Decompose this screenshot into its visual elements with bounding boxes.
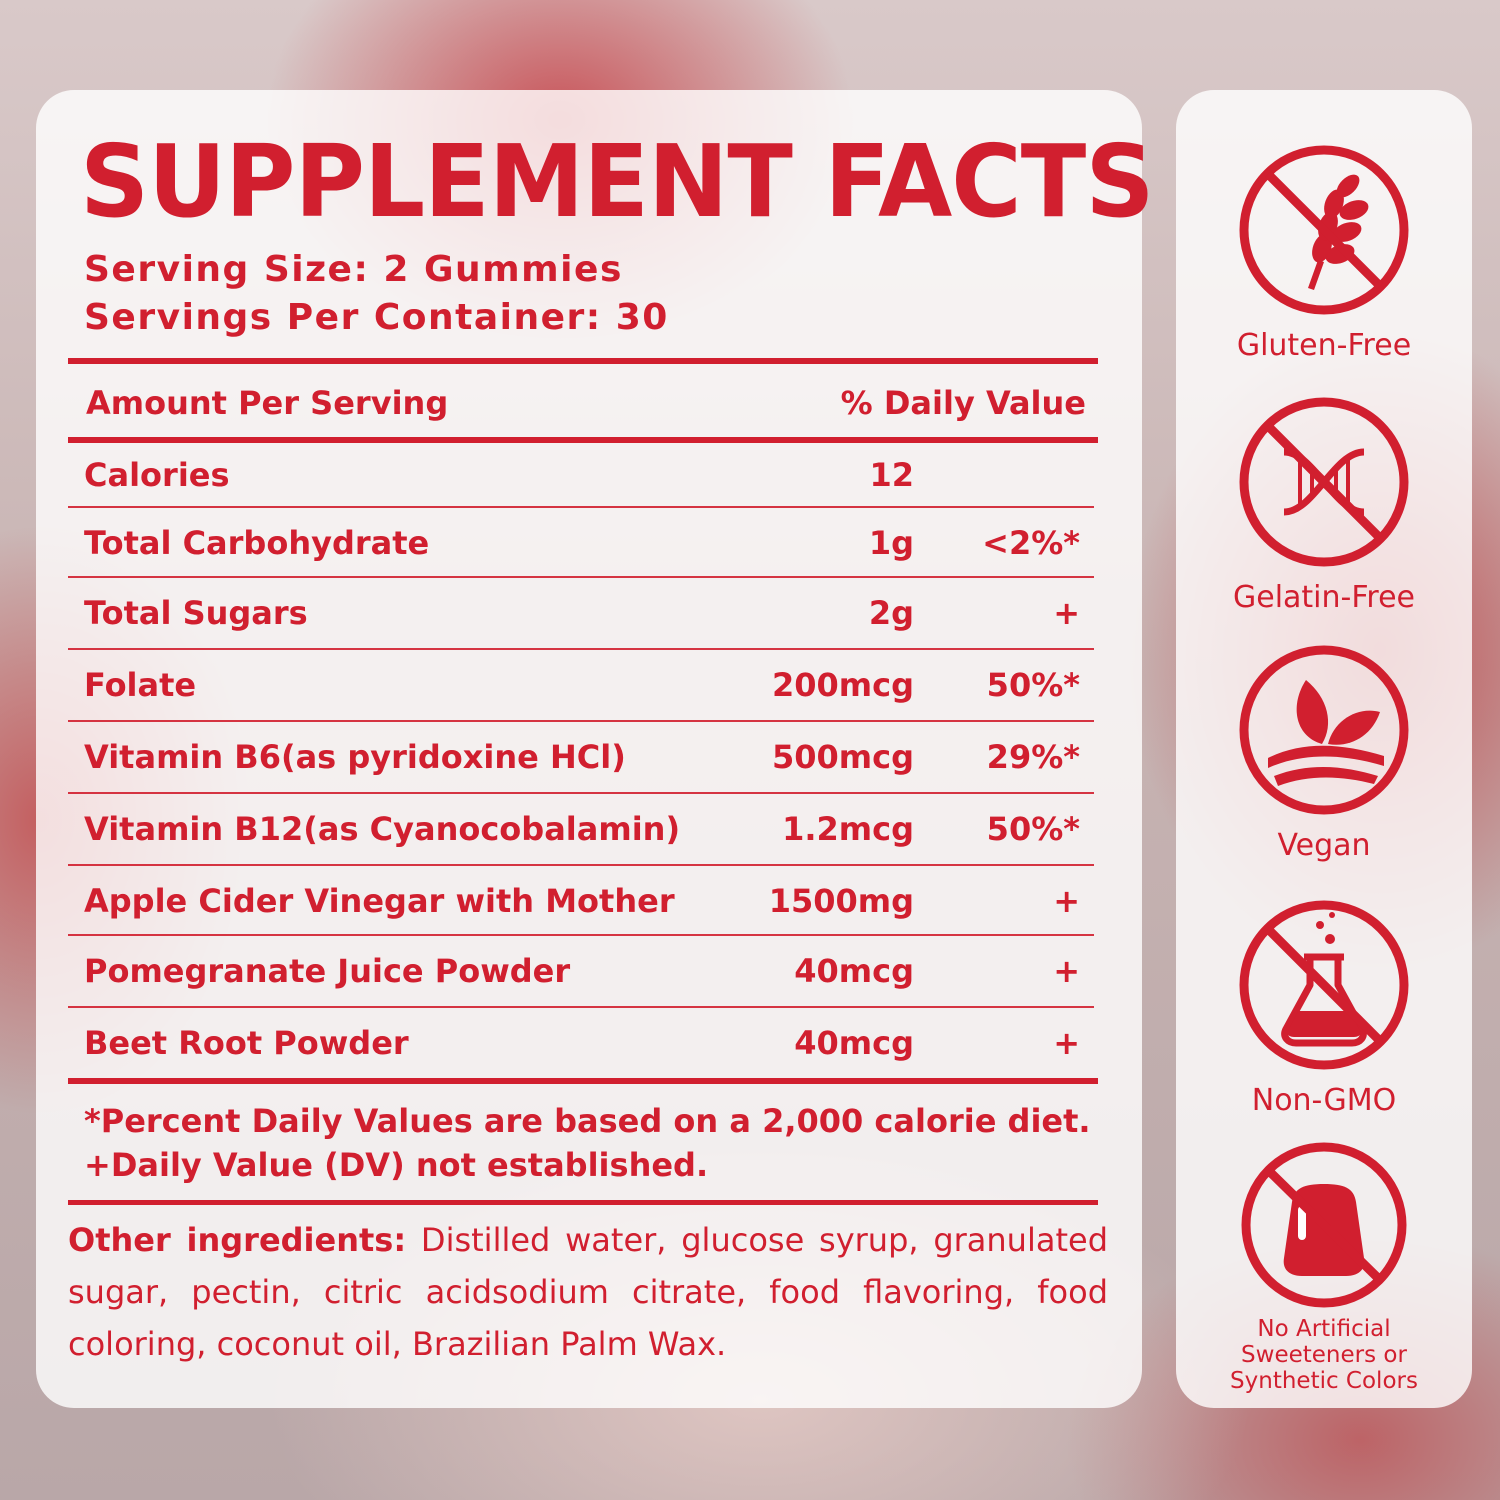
badge-no-artificial: No Artificial Sweeteners or Synthetic Co… [1176,1140,1472,1394]
nutrient-daily-value: 50%* [986,810,1080,848]
nutrient-name: Vitamin B12(as Cyanocobalamin) [84,810,681,848]
header-daily-value: % Daily Value [840,384,1086,422]
row-divider [68,792,1094,794]
nutrient-amount: 40mcg [794,952,914,990]
nutrient-name: Total Carbohydrate [84,524,430,562]
other-ingredients-label: Other ingredients: [68,1221,407,1259]
table-row: Folate 200mcg 50%* [68,650,1094,720]
nutrient-daily-value: + [1053,594,1080,632]
table-row: Vitamin B6(as pyridoxine HCl) 500mcg 29%* [68,722,1094,792]
nutrient-amount: 40mcg [794,1024,914,1062]
nutrient-daily-value: 50%* [986,666,1080,704]
badge-label: Non-GMO [1251,1083,1397,1118]
nutrient-daily-value: + [1053,882,1080,920]
nutrient-amount: 12 [869,456,914,494]
nutrient-amount: 2g [868,594,914,632]
row-divider [68,1006,1094,1008]
row-divider [68,648,1094,650]
badge-label: Vegan [1277,828,1371,863]
table-row: Pomegranate Juice Powder 40mcg + [68,936,1094,1006]
badge-gluten-free: Gluten-Free [1176,140,1472,363]
footnote-dv-not-established: +Daily Value (DV) not established. [84,1146,709,1184]
badge-label: Gelatin-Free [1232,580,1416,615]
nutrient-name: Calories [84,456,230,494]
page-title: SUPPLEMENT FACTS [80,123,1154,240]
header-rule [68,437,1098,443]
nutrient-daily-value: <2%* [982,524,1080,562]
nutrient-name: Beet Root Powder [84,1024,409,1062]
other-ingredients-text: Distilled water, glucose syrup, granulat… [68,1221,1109,1363]
header-amount-per-serving: Amount Per Serving [86,384,449,422]
supplement-facts-panel [36,90,1142,1408]
table-row: Apple Cider Vinegar with Mother 1500mg + [68,866,1094,936]
row-divider [68,934,1094,936]
leaf-icon [1239,645,1409,815]
table-row: Vitamin B12(as Cyanocobalamin) 1.2mcg 50%* [68,794,1094,864]
no-flask-icon [1239,900,1409,1070]
row-divider [68,576,1094,578]
table-row: Beet Root Powder 40mcg + [68,1008,1094,1078]
nutrient-name: Vitamin B6(as pyridoxine HCl) [84,738,626,776]
table-row: Total Sugars 2g + [68,578,1094,648]
nutrient-amount: 1.2mcg [782,810,914,848]
badge-gelatin-free: Gelatin-Free [1176,392,1472,615]
badge-non-gmo: Non-GMO [1176,895,1472,1118]
servings-per-container: Servings Per Container: 30 [84,297,669,338]
nutrient-amount: 1g [868,524,914,562]
footnote-rule [68,1200,1098,1205]
bottom-rule [68,1078,1098,1084]
row-divider [68,864,1094,866]
top-rule [68,358,1098,364]
table-row: Calories 12 [68,440,1094,510]
other-ingredients: Other ingredients: Distilled water, gluc… [68,1214,1108,1370]
nutrient-name: Folate [84,666,197,704]
nutrient-amount: 1500mg [768,882,914,920]
row-divider [68,720,1094,722]
nutrient-daily-value: + [1053,952,1080,990]
no-wheat-icon [1239,145,1409,315]
nutrient-daily-value: + [1053,1024,1080,1062]
nutrient-daily-value: 29%* [986,738,1080,776]
footnote-daily-values: *Percent Daily Values are based on a 2,0… [84,1102,1091,1140]
no-gummy-icon [1241,1142,1407,1308]
badge-label: Gluten-Free [1236,328,1412,363]
nutrient-name: Apple Cider Vinegar with Mother [84,882,675,920]
badge-label: No Artificial Sweeteners or Synthetic Co… [1230,1316,1418,1394]
nutrient-name: Total Sugars [84,594,308,632]
nutrient-name: Pomegranate Juice Powder [84,952,571,990]
serving-size: Serving Size: 2 Gummies [84,249,623,290]
table-row: Total Carbohydrate 1g <2%* [68,508,1094,578]
row-divider [68,506,1094,508]
badge-vegan: Vegan [1176,640,1472,863]
nutrient-amount: 200mcg [771,666,914,704]
nutrient-amount: 500mcg [771,738,914,776]
no-dna-icon [1239,397,1409,567]
